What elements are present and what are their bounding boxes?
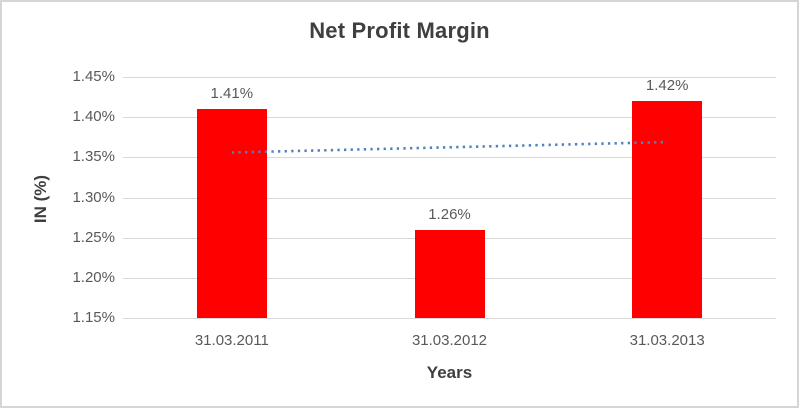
y-axis-tick-label: 1.45% xyxy=(72,68,115,85)
bar xyxy=(414,229,485,318)
trendline-layer xyxy=(231,140,668,154)
bar-data-label: 1.42% xyxy=(645,77,689,95)
y-axis-tick-label: 1.20% xyxy=(72,268,115,286)
bar-data-label: 1.41% xyxy=(210,85,254,103)
gridline xyxy=(123,77,776,78)
trendline xyxy=(231,140,668,154)
x-axis-ticks: 31.03.2011 31.03.2012 31.03.2013 xyxy=(123,332,776,354)
y-axis-ticks: 1.45% 1.40% 1.35% 1.30% 1.25% 1.20% 1.15% xyxy=(42,68,115,326)
y-axis-tick-label: 1.15% xyxy=(72,309,115,326)
gridline xyxy=(123,197,776,199)
y-axis-tick-label: 1.40% xyxy=(72,108,115,126)
y-axis-tick-label: 1.35% xyxy=(72,148,115,166)
gridline xyxy=(123,318,776,319)
x-axis-tick-label: 31.03.2013 xyxy=(629,332,705,349)
bar xyxy=(196,109,267,318)
plot-area: 1.41% 1.26% 1.42% xyxy=(123,77,776,319)
x-axis-title: Years xyxy=(426,363,473,382)
gridline xyxy=(123,117,776,119)
bar xyxy=(632,101,703,318)
x-axis-tick-label: 31.03.2012 xyxy=(411,332,488,349)
chart-title: Net Profit Margin xyxy=(309,18,490,43)
y-axis-tick-label: 1.25% xyxy=(72,228,115,246)
y-axis-tick-label: 1.30% xyxy=(72,188,115,206)
gridline xyxy=(123,157,776,159)
x-axis-tick-label: 31.03.2011 xyxy=(194,332,269,349)
bar-data-label: 1.26% xyxy=(428,205,471,223)
